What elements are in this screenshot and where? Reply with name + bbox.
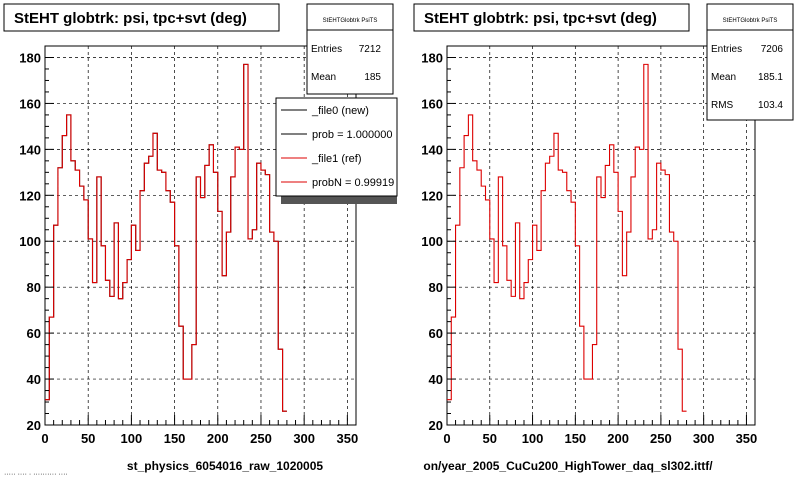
left-xtick-label-200: 200: [207, 431, 229, 446]
right-xtick-label-200: 200: [607, 431, 629, 446]
right-stats-mean-value: 185.1: [758, 72, 783, 83]
right-stats-rms-label: RMS: [711, 100, 734, 111]
right-xtick-label-100: 100: [522, 431, 544, 446]
legend-entry-new: _file0 (new): [311, 105, 369, 117]
right-histogram-panel: 0 50 100 150 200 250 300 350 20 40 60 80 100 120 140 16…: [413, 3, 794, 473]
left-ytick-label-180: 180: [19, 50, 41, 65]
left-xtick-label-300: 300: [293, 431, 315, 446]
right-xtick-label-150: 150: [564, 431, 586, 446]
legend-entry-probn: probN = 0.99919: [312, 177, 394, 189]
right-stats-mean-label: Mean: [711, 72, 736, 83]
right-xtick-label-250: 250: [650, 431, 672, 446]
right-histogram-lines: [447, 63, 687, 412]
left-x-label: st_physics_6054016_raw_1020005: [127, 459, 323, 473]
left-title-frame: [3, 3, 280, 32]
left-xtick-label-150: 150: [164, 431, 186, 446]
right-xtick-label-0: 0: [443, 431, 450, 446]
legend-entry-ref: _file1 (ref): [311, 153, 362, 165]
left-ytick-label-20: 20: [27, 418, 41, 433]
right-xtick-label-300: 300: [693, 431, 715, 446]
right-stats-rms-value: 103.4: [758, 100, 783, 111]
left-ytick-label-120: 120: [19, 188, 41, 203]
left-histogram-lines: [45, 63, 287, 412]
left-stats-mean-label: Mean: [311, 72, 336, 83]
left-title-box: StEHT globtrk: psi, tpc+svt (deg): [3, 3, 280, 32]
left-xtick-label-350: 350: [337, 431, 359, 446]
right-ytick-label-180: 180: [421, 50, 443, 65]
right-ytick-label-160: 160: [421, 96, 443, 111]
right-ytick-label-60: 60: [429, 326, 443, 341]
left-axes: 0 50 100 150 200 250 300 350 20 40 60 80 100 120 140 16…: [19, 50, 358, 446]
left-xtick-label-250: 250: [250, 431, 272, 446]
right-ytick-label-80: 80: [429, 280, 443, 295]
right-axes: 0 50 100 150 200 250 300 350 20 40 60 80 100 120 140 16…: [421, 50, 757, 446]
right-title-box: StEHT globtrk: psi, tpc+svt (deg): [413, 3, 690, 32]
left-title: StEHT globtrk: psi, tpc+svt (deg): [14, 10, 247, 27]
legend-shadow-bottom: [281, 196, 397, 204]
right-ytick-label-100: 100: [421, 234, 443, 249]
right-series-0: [447, 63, 687, 412]
left-xtick-label-50: 50: [81, 431, 95, 446]
left-stats-frame: [306, 3, 394, 95]
right-stats-box: StEHTGlobtrk PsiTS Entries 7206 Mean 185…: [706, 3, 794, 121]
right-title-frame: [413, 3, 690, 32]
right-ytick-label-140: 140: [421, 142, 443, 157]
left-series-1: [45, 63, 287, 412]
left-ytick-label-60: 60: [27, 326, 41, 341]
right-xtick-label-50: 50: [483, 431, 497, 446]
left-stats-mean-value: 185: [364, 72, 381, 83]
left-stats-entries-value: 7212: [359, 44, 382, 55]
right-xtick-label-350: 350: [736, 431, 758, 446]
left-ytick-label-100: 100: [19, 234, 41, 249]
left-ytick-label-140: 140: [19, 142, 41, 157]
right-stats-frame: [706, 3, 794, 121]
right-ytick-label-20: 20: [429, 418, 443, 433]
right-x-label: on/year_2005_CuCu200_HighTower_daq_sl302…: [423, 459, 713, 473]
left-histogram-panel: 0 50 100 150 200 250 300 350 20 40 60 80 100 120 140 16…: [3, 3, 398, 473]
left-ytick-label-80: 80: [27, 280, 41, 295]
right-title: StEHT globtrk: psi, tpc+svt (deg): [424, 10, 657, 27]
legend-frame: [275, 97, 398, 197]
right-stats-entries-value: 7206: [761, 44, 784, 55]
left-stats-title: StEHTGlobtrk PsiTS: [323, 18, 378, 24]
left-stats-box: StEHTGlobtrk PsiTS Entries 7212 Mean 185: [306, 3, 394, 95]
right-ytick-label-120: 120: [421, 188, 443, 203]
right-stats-title: StEHTGlobtrk PsiTS: [723, 18, 778, 24]
left-legend: _file0 (new) prob = 1.000000 _file1 (ref…: [275, 97, 398, 204]
left-ytick-label-160: 160: [19, 96, 41, 111]
left-stats-entries-label: Entries: [311, 44, 342, 55]
left-xtick-label-100: 100: [121, 431, 143, 446]
left-xtick-label-0: 0: [41, 431, 48, 446]
left-ytick-label-40: 40: [27, 372, 41, 387]
right-ytick-label-40: 40: [429, 372, 443, 387]
right-stats-entries-label: Entries: [711, 44, 742, 55]
footer-caption: ····· ···· · ·········· ····: [4, 471, 68, 478]
legend-entry-prob: prob = 1.000000: [312, 129, 392, 141]
